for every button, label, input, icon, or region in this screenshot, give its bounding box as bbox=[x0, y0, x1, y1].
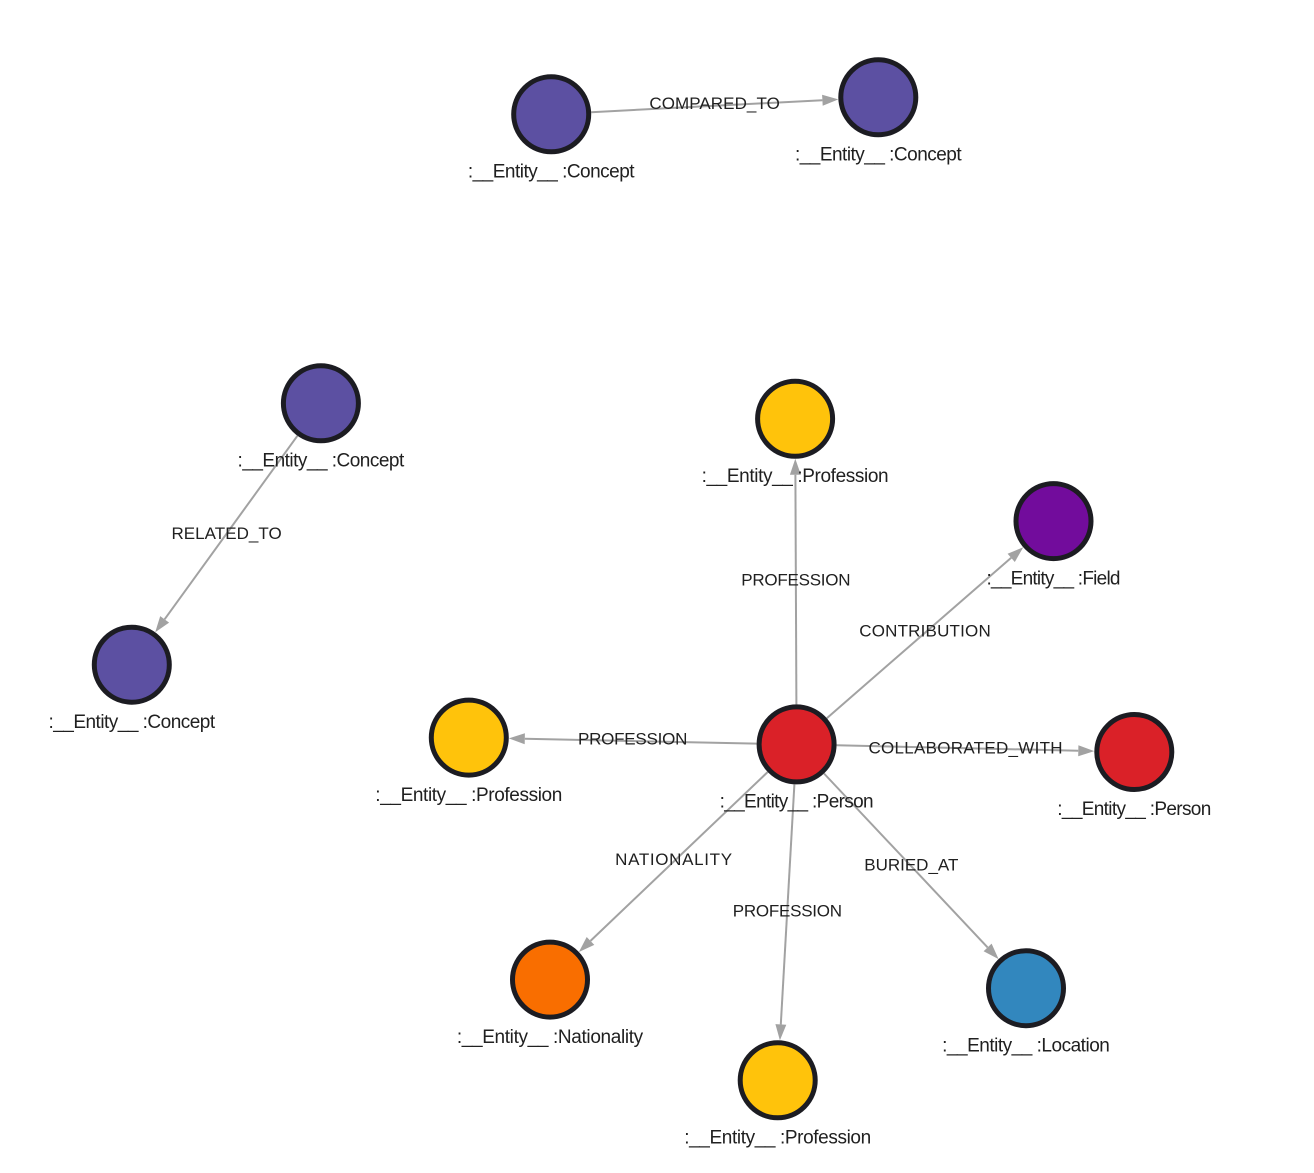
svg-text::__Entity__ :Concept: :__Entity__ :Concept bbox=[795, 145, 962, 166]
svg-text::__Entity__ :Person: :__Entity__ :Person bbox=[720, 792, 874, 813]
svg-text:COLLABORATED_WITH: COLLABORATED_WITH bbox=[868, 739, 1062, 758]
svg-text::__Entity__ :Profession: :__Entity__ :Profession bbox=[684, 1128, 871, 1149]
svg-text::__Entity__ :Profession: :__Entity__ :Profession bbox=[375, 785, 562, 806]
svg-text::__Entity__ :Concept: :__Entity__ :Concept bbox=[48, 712, 215, 733]
svg-text:RELATED_TO: RELATED_TO bbox=[171, 524, 281, 543]
svg-text:CONTRIBUTION: CONTRIBUTION bbox=[859, 622, 991, 641]
svg-text::__Entity__ :Concept: :__Entity__ :Concept bbox=[468, 162, 635, 183]
svg-text:PROFESSION: PROFESSION bbox=[578, 729, 687, 748]
svg-text:BURIED_AT: BURIED_AT bbox=[864, 855, 958, 874]
svg-text::__Entity__ :Concept: :__Entity__ :Concept bbox=[238, 451, 405, 472]
svg-text:PROFESSION: PROFESSION bbox=[733, 901, 842, 920]
svg-text::__Entity__ :Field: :__Entity__ :Field bbox=[987, 568, 1121, 589]
svg-text::__Entity__ :Person: :__Entity__ :Person bbox=[1057, 799, 1211, 820]
svg-text:COMPARED_TO: COMPARED_TO bbox=[649, 94, 780, 113]
svg-text::__Entity__ :Profession: :__Entity__ :Profession bbox=[702, 466, 889, 487]
svg-text::__Entity__ :Location: :__Entity__ :Location bbox=[942, 1035, 1110, 1056]
svg-text:PROFESSION: PROFESSION bbox=[741, 571, 850, 590]
svg-text:NATIONALITY: NATIONALITY bbox=[615, 850, 732, 869]
svg-text::__Entity__ :Nationality: :__Entity__ :Nationality bbox=[457, 1027, 644, 1048]
